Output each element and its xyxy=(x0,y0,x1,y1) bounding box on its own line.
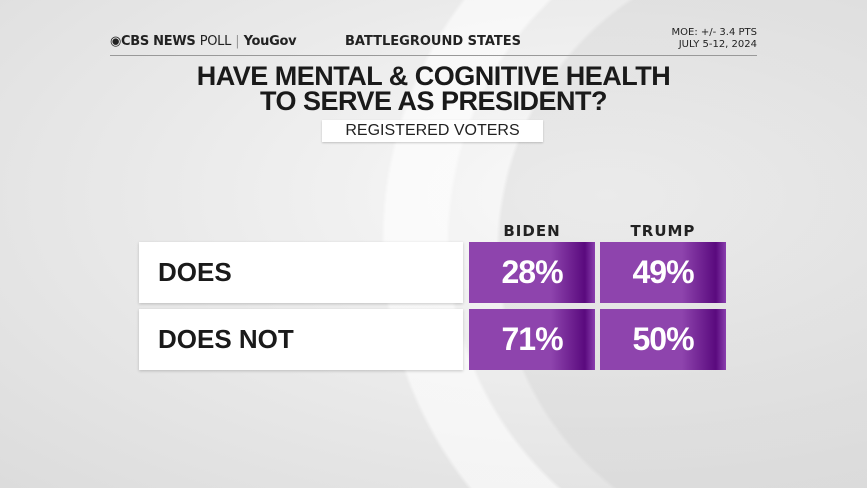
row-label: DOES NOT xyxy=(139,309,463,370)
value-cell: 49% xyxy=(600,242,726,303)
cbs-logo: ◉CBS NEWS POLL | YouGov xyxy=(110,34,297,49)
chart-title: HAVE MENTAL & COGNITIVE HEALTH TO SERVE A… xyxy=(0,61,867,116)
column-header-biden: BIDEN xyxy=(503,222,561,240)
subtitle-badge: REGISTERED VOTERS xyxy=(322,120,543,142)
title-line-2: TO SERVE AS PRESIDENT? xyxy=(259,86,608,116)
section-label: BATTLEGROUND STATES xyxy=(345,34,522,49)
title-line-1: HAVE MENTAL & COGNITIVE HEALTH xyxy=(196,61,671,91)
value-cell: 28% xyxy=(469,242,595,303)
divider xyxy=(110,55,757,56)
row-label: DOES xyxy=(139,242,463,303)
value-cell: 50% xyxy=(600,309,726,370)
poll-info: MOE: +/- 3.4 PTS JULY 5-12, 2024 xyxy=(640,27,757,51)
column-header-trump: TRUMP xyxy=(630,222,696,240)
moe: MOE: +/- 3.4 PTS xyxy=(671,27,757,38)
dates: JULY 5-12, 2024 xyxy=(678,39,757,50)
value-cell: 71% xyxy=(469,309,595,370)
